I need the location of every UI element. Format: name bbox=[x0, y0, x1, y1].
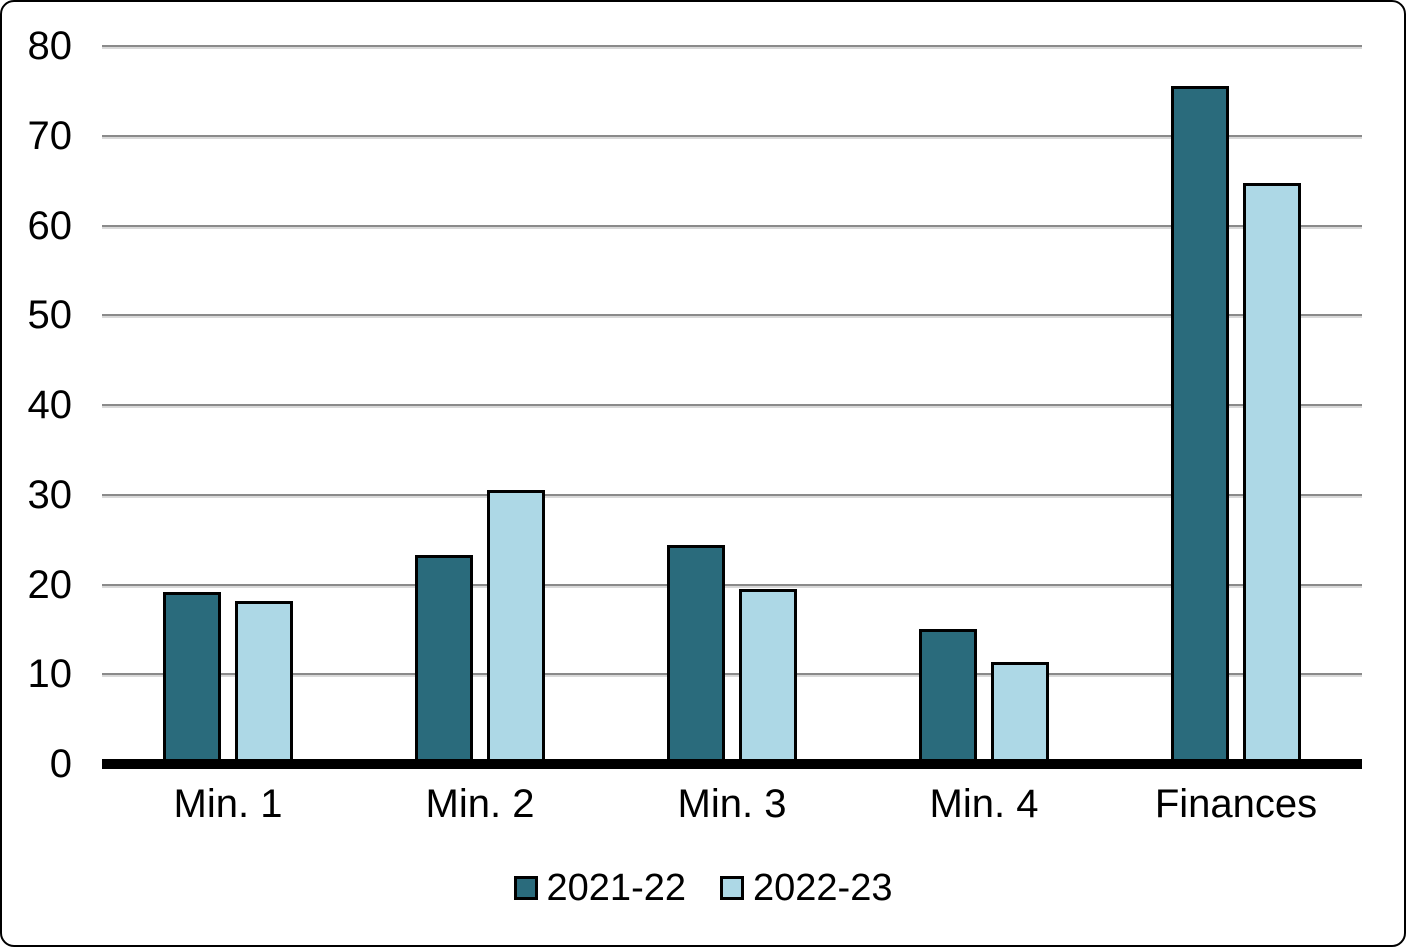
bar-2022-23-min-1 bbox=[235, 601, 293, 764]
gridline-20 bbox=[102, 583, 1362, 586]
gridline-30 bbox=[102, 493, 1362, 496]
y-tick-label-0: 0 bbox=[49, 742, 72, 786]
bar-2021-22-min-1 bbox=[163, 592, 221, 764]
bar-2022-23-min-4 bbox=[991, 662, 1049, 764]
bar-2022-23-min-2 bbox=[487, 490, 545, 764]
y-tick-label-20: 20 bbox=[27, 562, 73, 607]
gridline-10 bbox=[102, 673, 1362, 676]
legend-item-2021-22: 2021-22 bbox=[513, 866, 686, 910]
bar-2022-23-min-3 bbox=[739, 589, 797, 764]
y-tick-label-80: 80 bbox=[27, 24, 73, 68]
gridline-70 bbox=[102, 134, 1362, 137]
y-tick-label-10: 10 bbox=[27, 652, 73, 697]
gridline-50 bbox=[102, 314, 1362, 317]
legend-item-2022-23: 2022-23 bbox=[720, 866, 892, 910]
y-tick-label-60: 60 bbox=[27, 203, 73, 248]
legend-swatch-2021-22 bbox=[513, 876, 538, 900]
gridline-40 bbox=[102, 404, 1362, 406]
bar-2021-22-min-4 bbox=[919, 629, 977, 764]
bar-2021-22-min-2 bbox=[415, 555, 473, 764]
gridline-80 bbox=[102, 45, 1362, 47]
y-tick-label-40: 40 bbox=[27, 383, 73, 427]
legend: 2021-22 2022-23 bbox=[2, 866, 1404, 910]
x-axis-line bbox=[102, 759, 1362, 769]
y-tick-label-30: 30 bbox=[27, 472, 73, 517]
legend-label-2022-23: 2022-23 bbox=[753, 867, 893, 909]
y-tick-label-70: 70 bbox=[27, 113, 73, 158]
y-tick-label-50: 50 bbox=[27, 293, 73, 338]
legend-swatch-2022-23 bbox=[720, 876, 744, 900]
bar-2021-22-finances bbox=[1171, 86, 1229, 764]
bar-2021-22-min-3 bbox=[667, 545, 725, 764]
x-category-label-finances: Finances bbox=[1154, 782, 1318, 826]
x-category-label-min-2: Min. 2 bbox=[425, 782, 535, 826]
gridline-60 bbox=[102, 224, 1362, 227]
x-category-label-min-1: Min. 1 bbox=[173, 782, 283, 826]
x-category-label-min-3: Min. 3 bbox=[677, 782, 787, 826]
plot-area bbox=[102, 45, 1362, 769]
legend-label-2021-22: 2021-22 bbox=[546, 867, 686, 909]
x-category-label-min-4: Min. 4 bbox=[929, 782, 1039, 826]
bar-2022-23-finances bbox=[1243, 183, 1301, 764]
